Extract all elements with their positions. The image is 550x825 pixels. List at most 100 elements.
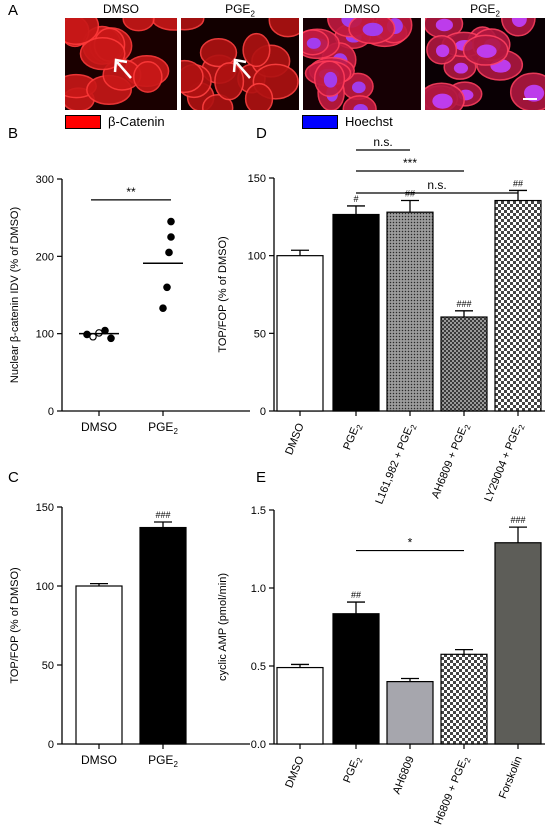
cell bbox=[181, 18, 205, 31]
category-label: DMSO bbox=[283, 421, 307, 457]
bar bbox=[332, 613, 380, 745]
category-label: PGE2 bbox=[341, 754, 365, 785]
micrograph-pge2-merge bbox=[425, 18, 545, 110]
chart-panel-c: C 0 50 100 150 TOP/FOP (% of DMSO) DMSO PGE2 ### bbox=[8, 469, 250, 769]
micrograph-dmso-catenin bbox=[65, 18, 177, 110]
y-tick-label: 1.0 bbox=[251, 583, 266, 595]
significance-mark: ### bbox=[456, 299, 471, 309]
y-tick-label: 50 bbox=[254, 328, 266, 340]
nucleus bbox=[435, 44, 450, 58]
cell bbox=[244, 82, 274, 110]
cell bbox=[242, 32, 271, 68]
y-tick-label: 300 bbox=[36, 174, 54, 186]
arrow-shaft bbox=[235, 61, 251, 79]
y-tick-label: 100 bbox=[248, 251, 266, 263]
category-label-sub: 2 bbox=[463, 423, 473, 431]
micrograph-image bbox=[303, 18, 421, 110]
category-label: DMSO bbox=[81, 753, 117, 767]
category-label-text: DMSO bbox=[81, 753, 117, 767]
category-label-sub: 2 bbox=[517, 423, 527, 431]
bar bbox=[440, 316, 488, 412]
category-label: PGE2 bbox=[148, 753, 178, 769]
data-point bbox=[167, 217, 175, 226]
scale-bar bbox=[523, 98, 537, 100]
category-label: DMSO bbox=[81, 420, 117, 434]
y-tick-label: 50 bbox=[42, 660, 54, 672]
nucleus bbox=[435, 18, 453, 32]
arrow-head bbox=[113, 58, 128, 73]
arrow-icon bbox=[113, 58, 132, 79]
nucleus bbox=[306, 37, 321, 49]
data-point bbox=[101, 326, 109, 335]
micrograph-title: DMSO bbox=[103, 2, 139, 16]
nucleus bbox=[511, 18, 527, 28]
category-label-text: L161,982 + PGE bbox=[373, 426, 415, 506]
category-label-text: AH6809 + PGE bbox=[430, 426, 469, 501]
category-label-sub: 2 bbox=[173, 427, 178, 436]
category-label-sub: 2 bbox=[409, 423, 419, 431]
bar bbox=[276, 255, 324, 412]
micrograph-row bbox=[65, 18, 545, 110]
nucleus bbox=[524, 84, 545, 102]
bar bbox=[494, 199, 542, 412]
chart-panel-d: D 0 50 100 150 TOP/FOP (% of DMSO) DMSO PGE2 L16… bbox=[217, 125, 545, 506]
cell bbox=[79, 37, 126, 71]
comparison-label: n.s. bbox=[427, 178, 446, 192]
micrograph-title: PGE2 bbox=[225, 2, 255, 19]
category-label: PGE2 bbox=[148, 420, 178, 436]
nucleus bbox=[476, 44, 497, 58]
data-point bbox=[89, 332, 97, 341]
bar bbox=[494, 542, 542, 745]
cell bbox=[214, 62, 245, 101]
bar bbox=[386, 680, 434, 745]
category-label-text: DMSO bbox=[81, 420, 117, 434]
bar bbox=[276, 666, 324, 745]
y-tick-label: 150 bbox=[248, 173, 266, 185]
category-label: DMSO bbox=[283, 754, 307, 790]
category-label-text: PGE bbox=[148, 753, 173, 767]
data-point bbox=[167, 233, 175, 241]
micrograph-image bbox=[425, 18, 545, 110]
cell bbox=[122, 18, 155, 32]
nucleus bbox=[353, 104, 369, 110]
y-tick-label: 100 bbox=[36, 581, 54, 593]
category-label-text: LY29004 + PGE bbox=[482, 426, 523, 504]
comparison-label: *** bbox=[403, 156, 417, 170]
comparison-label: n.s. bbox=[373, 135, 392, 149]
y-axis-title: TOP/FOP (% of DMSO) bbox=[217, 236, 229, 352]
cell bbox=[268, 18, 299, 38]
panel-label: D bbox=[256, 125, 267, 142]
y-tick-label: 200 bbox=[36, 251, 54, 263]
category-label-text: DMSO bbox=[283, 421, 307, 457]
significance-mark: ## bbox=[351, 590, 361, 600]
category-label-sub: 2 bbox=[355, 756, 365, 764]
category-label-text: AH6809 + PGE bbox=[430, 759, 469, 825]
comparison-label: * bbox=[408, 536, 413, 550]
category-label-sub: 2 bbox=[173, 760, 178, 769]
y-tick-label: 0 bbox=[260, 406, 266, 418]
panel-label: B bbox=[8, 125, 18, 142]
category-label: PGE2 bbox=[341, 421, 365, 452]
y-axis-title: Nuclear β-catenin IDV (% of DMSO) bbox=[9, 207, 21, 383]
cell bbox=[342, 95, 377, 110]
significance-mark: # bbox=[353, 194, 358, 204]
arrow-icon bbox=[232, 58, 251, 79]
legend-swatch-hoechst bbox=[302, 115, 338, 129]
y-tick-label: 0 bbox=[48, 739, 54, 751]
category-label: AH6809 bbox=[391, 755, 417, 796]
data-point bbox=[159, 304, 167, 312]
category-label: AH6809 + PGE2 bbox=[430, 421, 473, 501]
bar bbox=[139, 526, 187, 745]
micrograph-pge2-catenin bbox=[181, 18, 299, 110]
micrograph-image bbox=[65, 18, 177, 110]
micrograph-title: PGE2 bbox=[470, 2, 500, 19]
panel-label: C bbox=[8, 469, 19, 486]
micrograph-image bbox=[181, 18, 299, 110]
micrograph-titles: DMSO PGE2 DMSO PGE2 bbox=[65, 2, 545, 18]
legend-label-catenin: β-Catenin bbox=[108, 114, 165, 129]
panel-label: E bbox=[256, 469, 266, 486]
category-label-text: Forskolin bbox=[497, 755, 525, 801]
y-tick-label: 0.5 bbox=[251, 661, 266, 673]
panel-a-label: A bbox=[8, 2, 19, 19]
